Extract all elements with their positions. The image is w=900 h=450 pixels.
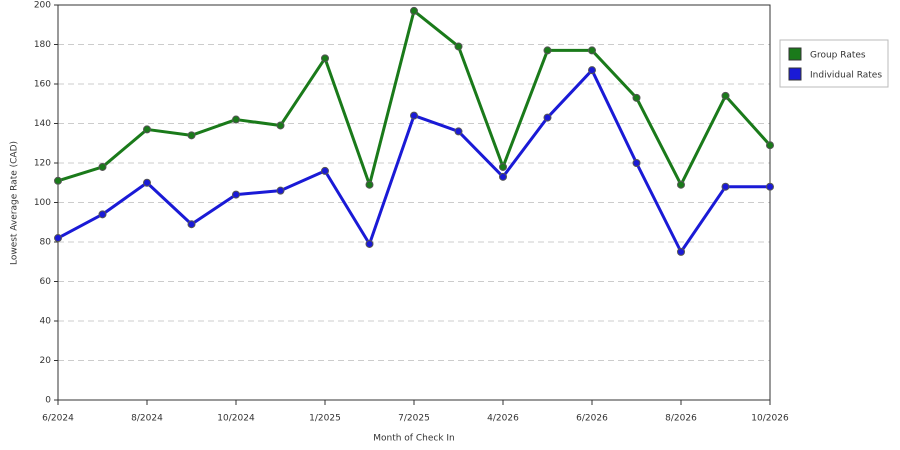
data-point — [766, 141, 774, 150]
x-axis-label: Month of Check In — [373, 434, 455, 444]
data-point — [454, 127, 463, 136]
y-tick-label: 40 — [40, 317, 52, 327]
data-point — [187, 220, 196, 229]
x-tick-label: 7/2025 — [398, 414, 430, 424]
legend-swatch — [788, 47, 802, 61]
y-axis-label: Lowest Average Rate (CAD) — [10, 141, 20, 265]
data-point — [677, 247, 685, 256]
data-point — [632, 159, 641, 167]
x-tick-label: 1/2025 — [309, 414, 341, 424]
data-point — [588, 66, 596, 75]
data-point — [276, 121, 285, 130]
data-point — [54, 176, 62, 185]
data-point — [410, 6, 418, 15]
y-tick-label: 200 — [34, 1, 51, 11]
y-tick-label: 60 — [40, 277, 52, 287]
x-tick-label: 10/2024 — [217, 414, 255, 424]
y-tick-label: 180 — [34, 40, 51, 50]
data-point — [543, 113, 552, 122]
data-point — [321, 166, 329, 175]
data-point — [143, 125, 151, 134]
data-point — [143, 178, 151, 187]
data-point — [365, 239, 374, 248]
data-point — [187, 131, 196, 140]
x-tick-label: 8/2026 — [665, 414, 697, 424]
data-point — [54, 234, 62, 243]
data-point — [766, 182, 774, 191]
data-point — [365, 180, 374, 189]
data-point — [632, 93, 641, 102]
data-point — [410, 111, 418, 120]
series-line — [57, 68, 770, 254]
y-tick-label: 160 — [34, 80, 51, 90]
data-point — [588, 46, 596, 55]
data-point — [232, 190, 240, 199]
data-point — [454, 42, 463, 51]
legend-label: Individual Rates — [810, 71, 882, 81]
data-point — [232, 115, 240, 124]
data-point — [721, 91, 730, 100]
data-point — [543, 46, 552, 55]
data-point — [677, 180, 685, 189]
data-point — [721, 182, 730, 191]
x-tick-label: 6/2026 — [576, 414, 608, 424]
y-tick-label: 80 — [40, 238, 52, 248]
y-tick-label: 100 — [34, 198, 51, 208]
data-point — [499, 162, 507, 171]
data-point — [499, 172, 507, 181]
y-tick-label: 0 — [45, 396, 51, 406]
x-tick-label: 4/2026 — [487, 414, 519, 424]
data-point — [98, 162, 107, 171]
y-tick-label: 140 — [34, 119, 51, 129]
y-tick-label: 20 — [40, 356, 52, 366]
series-line — [57, 9, 772, 187]
legend-label: Group Rates — [810, 51, 866, 61]
data-point — [321, 54, 329, 63]
x-tick-label: 10/2026 — [751, 414, 789, 424]
data-point — [98, 210, 107, 219]
x-tick-label: 8/2024 — [131, 414, 163, 424]
legend-swatch — [788, 67, 802, 81]
y-tick-label: 120 — [34, 159, 51, 169]
data-point — [276, 186, 285, 195]
x-tick-label: 6/2024 — [42, 414, 74, 424]
